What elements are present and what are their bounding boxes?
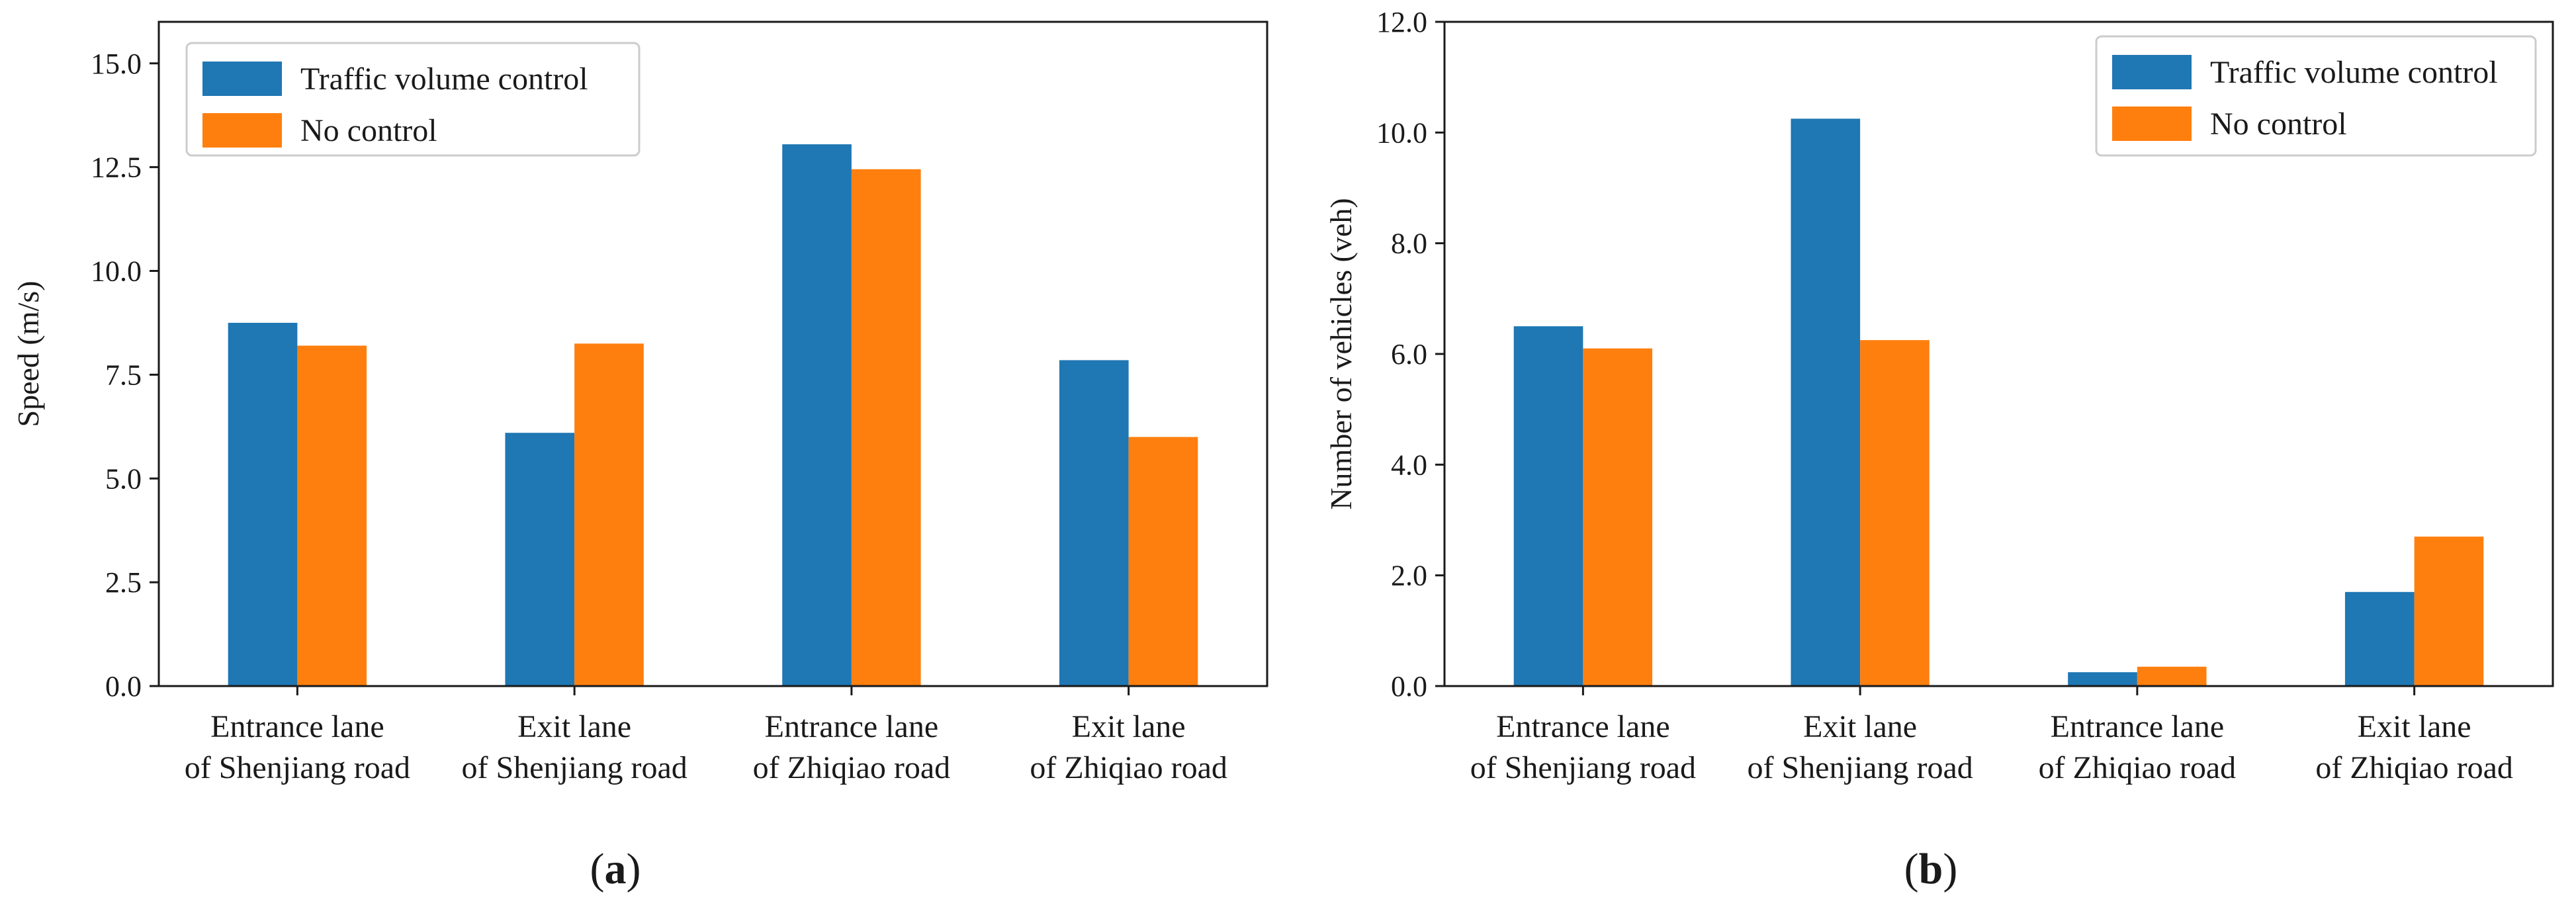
y-tick-label-b-0: 0.0	[1391, 670, 1427, 703]
bar-a-s1-c3	[1128, 437, 1198, 686]
panel-label-open-paren: (	[1904, 845, 1919, 893]
legend-swatch-a-1	[202, 113, 282, 148]
legend-swatch-b-1	[2112, 107, 2192, 141]
x-tick-label-b-3-line1: of Zhiqiao road	[2315, 750, 2513, 785]
panel-label-a: (a)	[590, 845, 641, 893]
y-tick-label-a-3: 7.5	[105, 359, 142, 391]
x-tick-label-a-2-line1: of Zhiqiao road	[753, 750, 951, 785]
bar-b-s1-c2	[2137, 666, 2207, 686]
bar-b-s1-c0	[1583, 348, 1653, 686]
panel-label-b: (b)	[1904, 845, 1958, 893]
y-tick-label-b-5: 10.0	[1376, 116, 1427, 149]
y-tick-label-b-1: 2.0	[1391, 560, 1427, 592]
x-tick-label-a-2-line0: Entrance lane	[765, 709, 939, 744]
legend-label-a-0: Traffic volume control	[300, 62, 588, 97]
x-tick-label-b-2-line0: Entrance lane	[2051, 709, 2225, 744]
x-tick-label-a-3-line0: Exit lane	[1072, 709, 1186, 744]
y-tick-label-a-0: 0.0	[105, 670, 142, 703]
y-tick-label-a-4: 10.0	[91, 255, 142, 288]
bar-b-s0-c1	[1791, 118, 1861, 686]
bar-a-s0-c2	[782, 144, 852, 687]
bar-a-s1-c2	[851, 169, 921, 686]
x-tick-label-a-3-line1: of Zhiqiao road	[1030, 750, 1227, 785]
bar-b-s0-c0	[1513, 326, 1583, 687]
y-tick-label-a-1: 2.5	[105, 566, 142, 599]
legend-swatch-a-0	[202, 62, 282, 96]
bar-a-s0-c1	[505, 433, 575, 686]
bar-a-s1-c0	[297, 345, 367, 686]
y-tick-label-b-4: 8.0	[1391, 228, 1427, 260]
chart-panel-a: 0.0 2.5 5.0 7.5 10.0 12.5 15.0 Entrance lane of …	[11, 21, 1268, 893]
legend-box-a	[185, 42, 641, 157]
x-tick-label-a-1-line0: Exit lane	[517, 709, 631, 744]
legend-label-a-1: No control	[300, 113, 437, 148]
bar-a-s0-c3	[1059, 360, 1129, 686]
x-tick-label-b-1-line1: of Shenjiang road	[1748, 750, 1973, 785]
y-tick-label-a-5: 12.5	[91, 152, 142, 184]
panel-label-close-paren: )	[1943, 845, 1957, 893]
bar-b-s1-c1	[1860, 340, 1930, 686]
axes-frame-a	[157, 21, 1268, 687]
panel-label-letter: a	[605, 845, 627, 893]
bar-b-s0-c3	[2344, 591, 2415, 686]
x-tick-label-a-0-line0: Entrance lane	[210, 709, 384, 744]
bar-a-s0-c0	[228, 322, 298, 686]
y-tick-label-a-6: 15.0	[91, 48, 142, 80]
y-axis-title-b: Number of vehicles (veh)	[1324, 198, 1358, 509]
legend-swatch-b-0	[2112, 55, 2192, 89]
legend-label-b-0: Traffic volume control	[2210, 55, 2498, 90]
y-tick-label-b-2: 4.0	[1391, 449, 1427, 481]
y-tick-label-b-3: 6.0	[1391, 338, 1427, 370]
y-tick-label-b-6: 12.0	[1376, 6, 1427, 38]
x-tick-label-b-3-line0: Exit lane	[2358, 709, 2471, 744]
x-tick-label-b-0-line1: of Shenjiang road	[1470, 750, 1696, 785]
panel-label-letter: b	[1919, 845, 1943, 893]
panel-label-open-paren: (	[590, 845, 605, 893]
y-axis-title-a: Speed (m/s)	[11, 281, 45, 427]
legend-label-b-1: No control	[2210, 107, 2347, 142]
bar-a-s1-c1	[574, 343, 644, 686]
y-tick-label-a-2: 5.0	[105, 462, 142, 495]
chart-panel-b: 0.0 2.0 4.0 6.0 8.0 10.0 12.0 Entrance lane of S…	[1324, 6, 2554, 893]
panel-label-close-paren: )	[627, 845, 641, 893]
x-tick-label-a-1-line1: of Shenjiang road	[462, 750, 688, 785]
x-tick-label-b-2-line1: of Zhiqiao road	[2039, 750, 2237, 785]
x-tick-label-b-1-line0: Exit lane	[1803, 709, 1917, 744]
bar-b-s0-c2	[2068, 672, 2137, 686]
bar-b-s1-c3	[2414, 537, 2484, 686]
x-tick-label-a-0-line1: of Shenjiang road	[185, 750, 410, 785]
legend-box-b	[2095, 35, 2537, 157]
x-tick-label-b-0-line0: Entrance lane	[1496, 709, 1670, 744]
